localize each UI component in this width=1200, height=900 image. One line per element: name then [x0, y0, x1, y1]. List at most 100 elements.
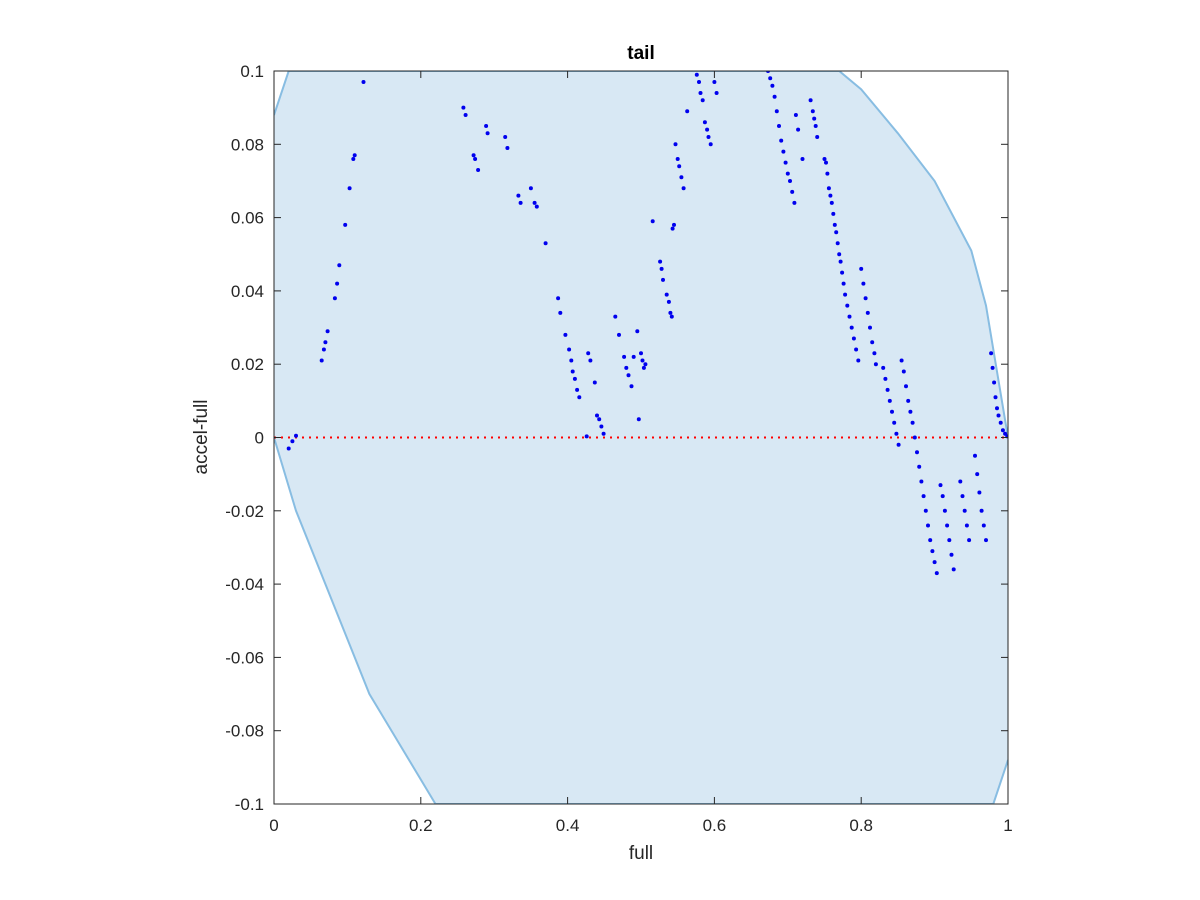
data-point	[781, 149, 786, 154]
data-point	[790, 189, 795, 194]
data-point	[940, 494, 945, 499]
data-point	[919, 479, 924, 484]
data-point	[993, 395, 998, 400]
data-point	[476, 168, 481, 172]
data-point	[772, 94, 777, 99]
data-point	[917, 464, 922, 469]
data-point	[1000, 428, 1005, 433]
data-point	[824, 160, 828, 165]
data-point	[828, 193, 833, 198]
data-point	[906, 398, 911, 403]
data-point	[712, 80, 717, 84]
data-point	[567, 347, 572, 352]
data-point	[938, 483, 943, 488]
data-point	[685, 109, 690, 114]
y-tick-label: -0.08	[225, 722, 264, 741]
data-point	[677, 164, 682, 169]
data-point	[592, 380, 597, 385]
y-tick-label: -0.04	[225, 575, 264, 594]
data-point	[774, 109, 779, 114]
x-tick-label: 1	[1003, 816, 1012, 835]
data-point	[586, 351, 591, 356]
x-tick-label: 0.6	[703, 816, 727, 835]
data-point	[770, 83, 775, 88]
data-point	[643, 362, 648, 367]
data-point	[872, 351, 877, 356]
data-point	[958, 479, 963, 484]
data-point	[577, 395, 582, 400]
data-point	[714, 91, 719, 95]
data-point	[664, 292, 669, 297]
chart-title: tail	[627, 43, 654, 64]
data-point	[856, 358, 861, 363]
data-point	[532, 200, 537, 205]
data-point	[361, 80, 366, 84]
data-point	[815, 135, 820, 139]
data-point	[352, 153, 357, 158]
data-point	[865, 310, 870, 315]
data-point	[947, 538, 952, 543]
data-point	[1003, 431, 1008, 436]
data-point	[949, 552, 954, 557]
data-point	[631, 354, 636, 359]
data-point	[471, 153, 476, 158]
data-point	[785, 171, 790, 176]
data-point	[659, 266, 664, 271]
data-point	[673, 142, 678, 147]
data-point	[838, 259, 843, 264]
data-point	[896, 442, 901, 447]
data-point	[831, 211, 836, 216]
data-point	[518, 200, 523, 205]
data-point	[990, 365, 995, 370]
data-point	[461, 105, 466, 110]
data-point	[622, 354, 627, 359]
data-point	[290, 439, 295, 444]
data-point	[347, 186, 352, 191]
data-point	[556, 296, 561, 301]
data-point	[669, 314, 674, 319]
data-point	[859, 266, 864, 271]
y-tick-label: -0.06	[225, 648, 264, 667]
data-point	[319, 358, 324, 363]
data-point	[843, 292, 848, 297]
y-tick-label: -0.1	[235, 795, 264, 814]
data-point	[849, 325, 854, 330]
data-point	[597, 417, 602, 422]
data-point	[934, 571, 939, 576]
data-point	[584, 434, 589, 439]
data-point	[915, 450, 919, 455]
data-point	[808, 98, 813, 103]
data-point	[793, 113, 798, 117]
data-point	[528, 186, 533, 191]
data-point	[617, 332, 621, 337]
data-point	[912, 435, 917, 440]
data-point	[908, 409, 913, 414]
data-point	[921, 494, 926, 499]
data-point	[708, 142, 713, 147]
y-tick-label: 0.08	[231, 135, 264, 154]
y-tick-label: 0.06	[231, 209, 264, 228]
data-point	[945, 523, 950, 528]
data-point	[932, 560, 937, 565]
data-point	[870, 340, 875, 345]
data-point	[792, 200, 797, 205]
data-point	[930, 549, 935, 554]
data-point	[832, 222, 837, 227]
data-point	[861, 281, 866, 286]
data-point	[995, 406, 999, 411]
data-point	[681, 186, 686, 191]
data-point	[343, 222, 348, 227]
data-point	[854, 347, 859, 352]
confidence-band-upper-edge	[274, 71, 1008, 438]
data-point	[779, 138, 784, 143]
data-point	[694, 72, 699, 77]
data-point	[901, 369, 906, 374]
data-point	[668, 310, 673, 315]
data-point	[294, 433, 298, 438]
data-point	[650, 219, 655, 224]
confidence-band-lower-edge	[274, 437, 1008, 804]
data-point	[570, 369, 575, 374]
data-point	[847, 314, 852, 319]
scatter-points	[286, 71, 1008, 576]
data-point	[810, 109, 815, 114]
